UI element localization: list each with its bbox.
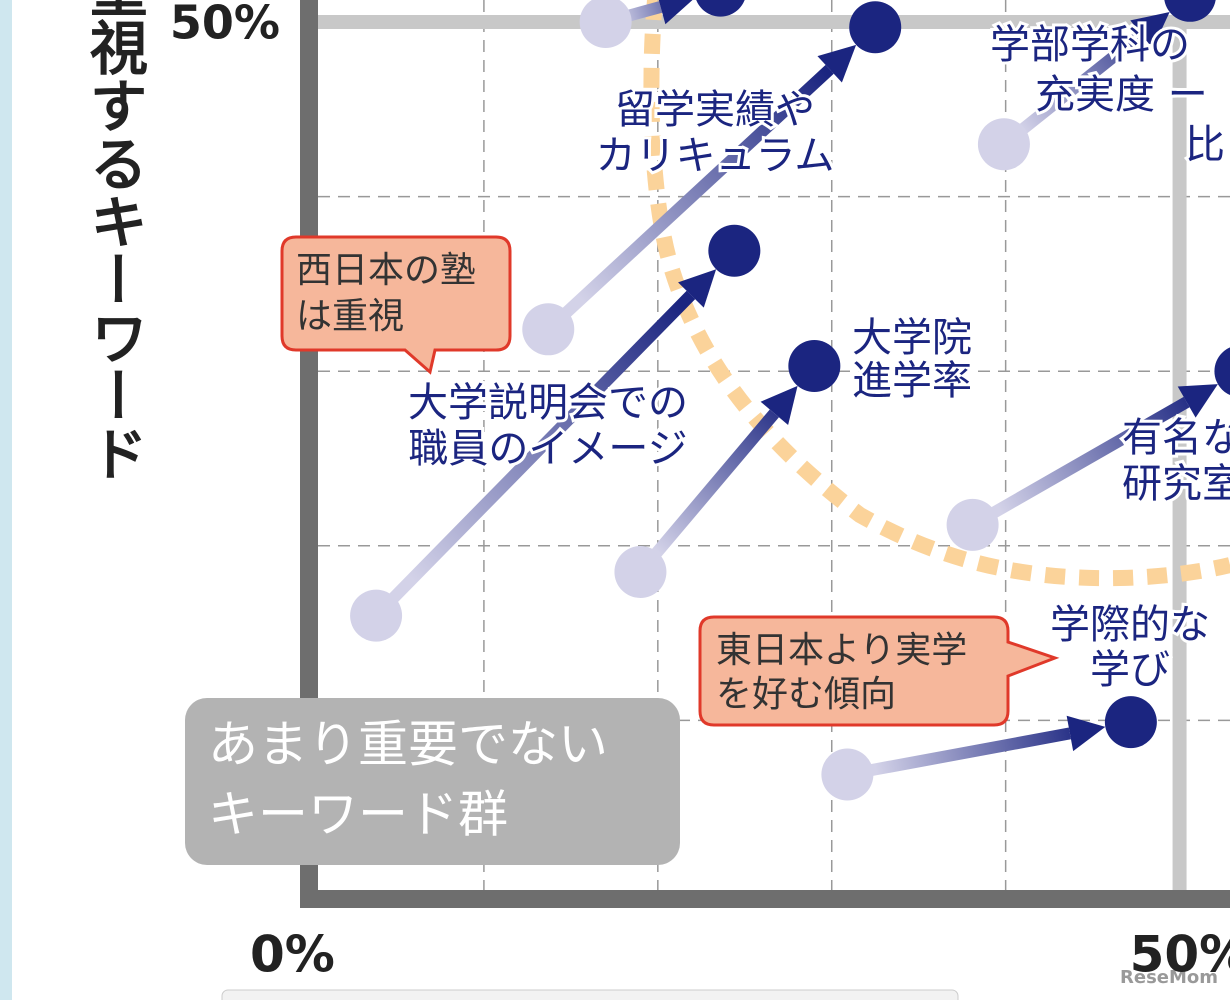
arrow-head bbox=[1130, 12, 1170, 49]
callout-text: を好む傾向 bbox=[716, 674, 896, 715]
x-tick-label: 50% bbox=[1130, 926, 1230, 984]
arrow-shaft bbox=[544, 64, 834, 334]
y-axis-label: 重視するキーワード bbox=[80, 0, 148, 482]
arrow-shaft bbox=[1000, 29, 1146, 149]
arrow-label: 研究室 bbox=[1122, 461, 1230, 507]
arrow-shaft bbox=[635, 409, 779, 576]
arrow-label: 職員のイメージ bbox=[408, 426, 687, 472]
callout-text: 西日本の塾 bbox=[296, 250, 476, 291]
arrow-label: 充実度 ー bbox=[1035, 72, 1208, 118]
arrow-label: 有名な bbox=[1122, 415, 1230, 461]
start-point bbox=[821, 748, 874, 801]
arrow-label: 進学率 bbox=[852, 358, 972, 404]
arrow-shaft bbox=[969, 396, 1190, 531]
start-point bbox=[579, 0, 632, 48]
callout: 東日本より実学 を好む傾向 bbox=[698, 615, 1060, 727]
start-point bbox=[614, 545, 667, 598]
arrow-head bbox=[658, 0, 693, 25]
side-stripe bbox=[0, 0, 12, 1000]
arrow-label: 学び bbox=[1090, 647, 1170, 693]
arrow-head bbox=[760, 385, 798, 425]
note-text: あまり重要でない bbox=[208, 716, 608, 774]
arrow-label: 留学実績や bbox=[615, 87, 815, 133]
watermark: ReseMom bbox=[1120, 967, 1218, 988]
note-box: あまり重要でない キーワード群 bbox=[185, 698, 680, 865]
start-point bbox=[977, 118, 1030, 171]
arrow-shaft bbox=[371, 290, 696, 620]
arrow-head bbox=[1066, 715, 1106, 752]
end-point bbox=[788, 339, 841, 392]
callout-text: 東日本より実学 bbox=[716, 630, 967, 671]
start-point bbox=[350, 589, 403, 642]
x-tick-label: 0% bbox=[250, 926, 335, 984]
arrow-label: カリキュラム bbox=[596, 133, 835, 179]
end-point bbox=[1104, 696, 1157, 749]
note-text: キーワード群 bbox=[208, 786, 508, 844]
end-point bbox=[849, 1, 902, 54]
end-point bbox=[1214, 347, 1230, 396]
arrow-head bbox=[1177, 384, 1218, 418]
arrow-label: 学部学科の bbox=[990, 22, 1190, 68]
arrow-label: 学際的な bbox=[1050, 602, 1210, 648]
arrow-head bbox=[817, 44, 857, 83]
arrow-shaft bbox=[846, 727, 1071, 781]
x-axis bbox=[300, 890, 1230, 908]
end-point bbox=[1164, 0, 1216, 22]
end-point bbox=[696, 0, 745, 17]
end-point bbox=[708, 224, 761, 277]
callout-text: は重視 bbox=[296, 296, 404, 337]
arrow-label: 大学説明会での bbox=[408, 380, 688, 426]
callout: 西日本の塾 は重視 bbox=[280, 235, 512, 375]
footer-box bbox=[221, 989, 959, 1000]
y-axis bbox=[300, 0, 318, 908]
start-point bbox=[946, 498, 999, 551]
start-point bbox=[522, 303, 575, 356]
threshold-curve bbox=[643, 0, 1230, 587]
arrow-head bbox=[678, 269, 717, 308]
y-tick-label: 50% bbox=[170, 0, 280, 49]
arrow-label: 比 bbox=[1185, 122, 1225, 168]
arrow-label: 大学院 bbox=[852, 315, 972, 361]
